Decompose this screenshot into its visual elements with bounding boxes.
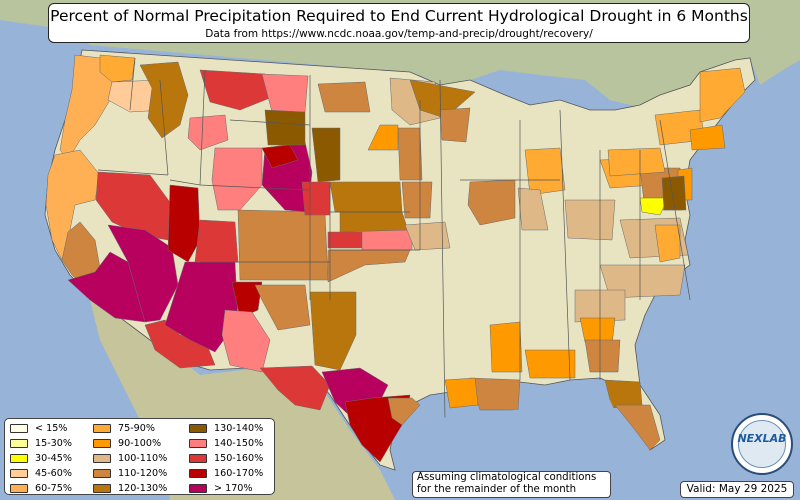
region-texas-big-bend [259,365,331,411]
drought-regions [45,54,746,463]
nexlab-globe-logo: NEXLAB [731,413,793,475]
region-colorado-east [237,209,329,281]
region-nebraska-west [301,181,331,216]
region-nc-orange [654,224,681,263]
region-texas-west-central [254,284,311,331]
region-northern-plains [311,127,341,183]
legend-swatch [189,424,207,433]
region-west-texas [221,309,271,373]
region-colorado-west [194,219,239,263]
region-wyoming-north [187,114,229,151]
region-iowa [397,127,423,181]
region-indiana-tan [517,187,549,231]
legend-swatch [93,454,111,463]
legend-label: 60-75% [35,483,72,494]
legend-label: 75-90% [118,423,155,434]
map-title: Percent of Normal Precipitation Required… [50,7,748,25]
legend-swatch [93,484,111,493]
region-wyoming-pink [211,147,263,211]
legend-label: 130-140% [214,423,264,434]
legend-swatch [189,454,207,463]
region-mississippi [489,321,523,373]
legend-label: 140-150% [214,438,264,449]
region-texas-gulf [387,397,421,426]
valid-date-label: Valid: May 29 2025 [680,481,794,498]
region-mass [689,124,726,151]
legend-label: 30-45% [35,453,72,464]
region-montana-west [199,69,271,111]
legend-swatch [10,439,28,448]
region-oklahoma-east [404,221,451,251]
region-montana-east [264,109,306,146]
region-texas-panhandle [309,291,357,371]
region-missouri [401,181,433,219]
legend-label: 120-130% [118,483,168,494]
logo-text: NEXLAB [737,432,787,445]
state-boundaries [97,57,691,421]
legend-swatch [10,484,28,493]
region-idaho [139,61,189,139]
region-new-england [699,67,746,123]
region-la-gulf [444,377,479,409]
legend-label: < 15% [35,423,68,434]
region-kansas-brown [339,211,409,233]
legend-swatch [189,484,207,493]
region-utah [167,184,201,263]
legend-label: 90-100% [118,438,162,449]
region-kansas-red [327,231,363,249]
region-florida [614,404,661,451]
note-line-1: Assuming climatological conditions [417,472,597,483]
region-washington-east [99,54,136,83]
title-box: Percent of Normal Precipitation Required… [48,3,750,43]
region-wisconsin [439,107,471,143]
region-indiana [524,147,566,196]
legend-swatch [10,424,28,433]
legend-label: > 170% [214,483,253,494]
note-line-2: for the remainder of the month [417,484,577,495]
legend-swatch [189,469,207,478]
region-n-california-coast [45,149,101,261]
legend-label: 160-170% [214,468,264,479]
globe-icon [738,420,786,468]
legend-swatch [10,454,28,463]
legend-label: 15-30% [35,438,72,449]
legend-swatch [93,439,111,448]
legend-label: 45-60% [35,468,72,479]
legend-swatch [93,469,111,478]
region-arizona-west [107,224,179,323]
region-dakotas-brown [317,81,371,113]
assumption-note: Assuming climatological conditions for t… [412,471,611,498]
legend-label: 100-110% [118,453,168,464]
region-pennsylvania [607,147,666,177]
legend-label: 150-160% [214,453,264,464]
region-maryland-yellow [639,197,669,216]
map-subtitle: Data from https://www.ncdc.noaa.gov/temp… [205,28,593,40]
region-kentucky [564,199,616,241]
region-georgia [584,339,621,373]
legend-swatch [10,469,28,478]
region-iowa-orange [367,124,399,151]
legend-swatch [189,439,207,448]
legend: < 15% 15-30% 30-45% 45-60% 60-75% 75-90% 90-10… [4,418,275,495]
legend-swatch [93,424,111,433]
region-nebraska [329,181,403,213]
legend-label: 110-120% [118,468,168,479]
region-delaware [661,175,687,211]
region-nm-east [231,281,263,319]
region-wyoming-red [261,144,299,169]
region-alabama [524,349,576,379]
